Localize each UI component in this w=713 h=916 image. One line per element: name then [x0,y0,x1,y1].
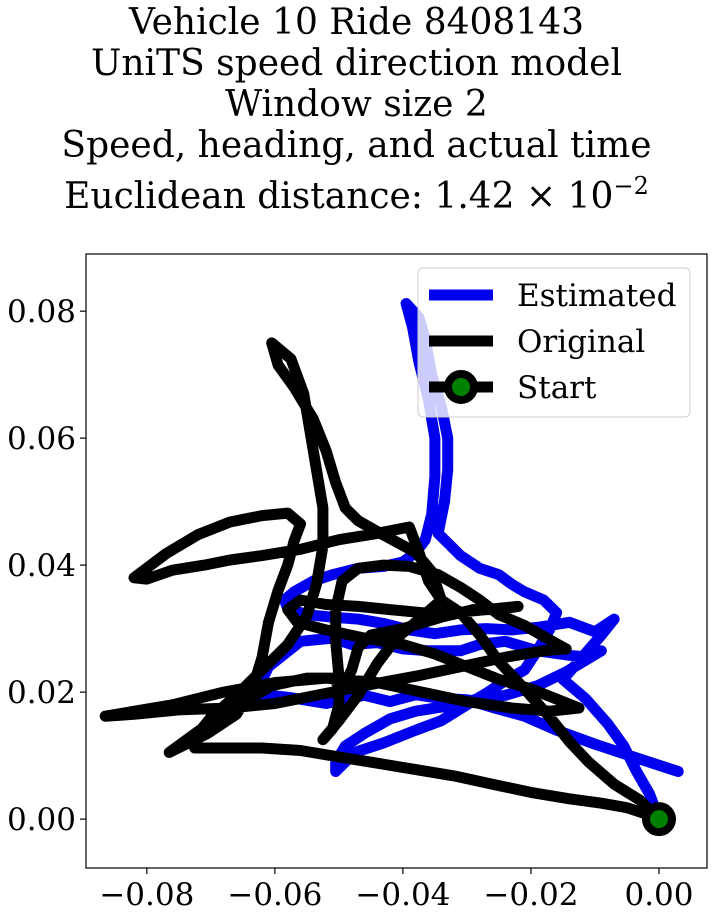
series-line-original [99,337,665,825]
legend: Estimated Original Start [417,267,691,418]
axis-ticks: −0.08 −0.06 −0.04 −0.02 0.00 0.00 0.02 0.04 0.06… [7,294,694,913]
plot-frame [85,253,708,869]
legend-start-marker [444,370,478,404]
x-tick-label: −0.04 [355,877,450,913]
times-sign: × [514,176,568,217]
title-exponent: −2 [613,172,649,200]
y-tick-label: 0.08 [7,294,76,330]
title-line: UniTS speed direction model [91,43,622,84]
title-line: Window size 2 [225,84,488,125]
legend-label-original: Original [517,324,645,360]
title-exponent-base: 10 [567,176,614,217]
series-layer [99,298,684,837]
y-tick-label: 0.02 [7,675,76,711]
y-tick-label: 0.06 [7,421,76,457]
start-marker [641,802,676,837]
title-line: Vehicle 10 Ride 8408143 [128,2,585,43]
title-line: Speed, heading, and actual time [61,125,652,166]
legend-box [417,267,691,418]
legend-label-start: Start [517,370,597,406]
x-tick-label: −0.02 [483,877,578,913]
x-tick-label: 0.00 [624,877,693,913]
chart-title: Vehicle 10 Ride 8408143 UniTS speed dire… [0,2,713,217]
x-tick-label: −0.06 [227,877,322,913]
title-distance-text: Euclidean distance: 1.42 [64,176,515,217]
legend-label-estimated: Estimated [517,278,676,314]
title-line-distance: Euclidean distance: 1.42 × 10−2 [0,166,713,217]
y-tick-label: 0.00 [7,802,76,838]
y-tick-label: 0.04 [7,548,76,584]
x-tick-label: −0.08 [99,877,194,913]
